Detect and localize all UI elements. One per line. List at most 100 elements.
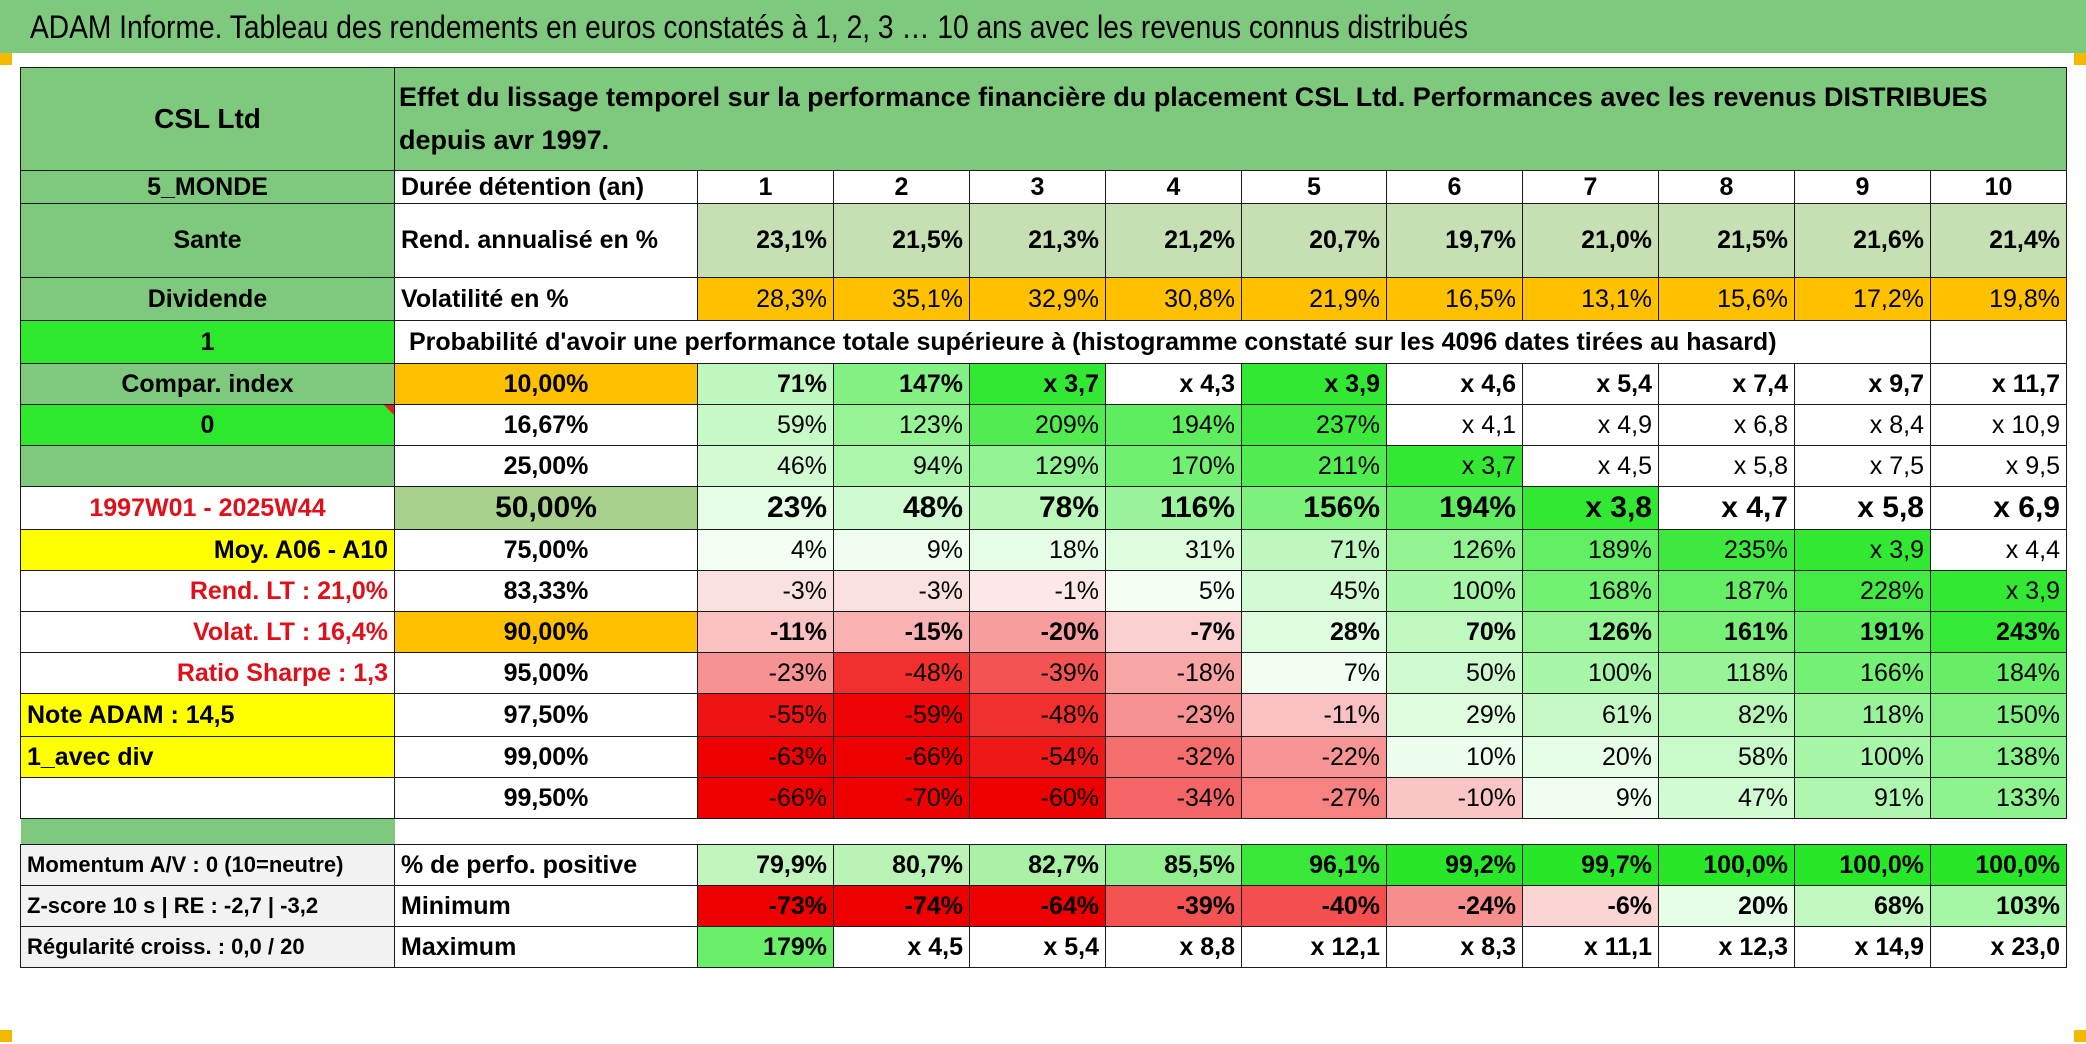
max-cell: x 8,3 — [1386, 926, 1523, 968]
quantile-cell: 94% — [833, 445, 970, 487]
table-row: Z-score 10 s | RE : -2,7 | -3,2 Minimum -7… — [20, 885, 2067, 927]
spacer-green — [20, 818, 395, 845]
rend-cell: 21,2% — [1105, 203, 1242, 278]
quantile-cell: x 4,1 — [1386, 404, 1523, 446]
quantile-cell: 100% — [1522, 652, 1659, 694]
quantile-cell: 7% — [1241, 652, 1387, 694]
quantile-cell: 9% — [1522, 777, 1659, 819]
z-score: Z-score 10 s | RE : -2,7 | -3,2 — [20, 885, 395, 927]
quantile-cell: x 9,5 — [1930, 445, 2067, 487]
quantile-cell: x 4,3 — [1105, 363, 1242, 405]
vol-cell: 35,1% — [833, 277, 970, 321]
table-row: CSL Ltd Effet du lissage temporel sur la … — [20, 67, 2067, 171]
vol-cell: 16,5% — [1386, 277, 1523, 321]
blank-cell — [1794, 320, 1931, 364]
min-cell: -73% — [697, 885, 834, 927]
quantile-cell: 71% — [697, 363, 834, 405]
quantile-cell: x 9,7 — [1794, 363, 1931, 405]
rend-cell: 19,7% — [1386, 203, 1523, 278]
label-duree: Durée détention (an) — [394, 170, 698, 204]
table-row: 25,00% 46% 94% 129% 170% 211% x 3,7 x 4,5 x 5,8 x… — [20, 445, 2067, 487]
quantile-cell: x 10,9 — [1930, 404, 2067, 446]
quantile-cell: -3% — [833, 570, 970, 612]
blank-cell — [20, 777, 395, 819]
quantile-cell: -32% — [1105, 736, 1242, 778]
quantile-cell: 70% — [1386, 611, 1523, 653]
quantile-cell: x 6,9 — [1930, 486, 2067, 530]
quantile-cell: -66% — [697, 777, 834, 819]
quantile-cell: 82% — [1658, 693, 1795, 737]
rend-cell: 21,4% — [1930, 203, 2067, 278]
quantile-cell: x 4,5 — [1522, 445, 1659, 487]
flag-1: 1 — [20, 320, 395, 364]
ratio-sharpe: Ratio Sharpe : 1,3 — [20, 652, 395, 694]
quantile-label: 75,00% — [394, 529, 698, 571]
quantile-cell: 166% — [1794, 652, 1931, 694]
title-bar — [0, 0, 2086, 53]
min-cell: 20% — [1658, 885, 1795, 927]
quantile-label: 99,00% — [394, 736, 698, 778]
dividend-type: Dividende — [20, 277, 395, 321]
frame-corner-bl — [0, 1030, 12, 1042]
quantile-cell: x 3,7 — [969, 363, 1106, 405]
quantile-label: 25,00% — [394, 445, 698, 487]
pos-cell: 80,7% — [833, 844, 970, 886]
pos-cell: 99,2% — [1386, 844, 1523, 886]
quantile-cell: 4% — [697, 529, 834, 571]
blank-cell — [1930, 320, 2067, 364]
note-adam: Note ADAM : 14,5 — [20, 693, 395, 737]
quantile-cell: 184% — [1930, 652, 2067, 694]
quantile-cell: -55% — [697, 693, 834, 737]
compar-index: Compar. index — [20, 363, 395, 405]
quantile-cell: -27% — [1241, 777, 1387, 819]
quantile-cell: 209% — [969, 404, 1106, 446]
quantile-label: 97,50% — [394, 693, 698, 737]
spacer-blank — [395, 819, 2067, 845]
quantile-cell: 118% — [1658, 652, 1795, 694]
rend-cell: 21,5% — [833, 203, 970, 278]
quantile-cell: 10% — [1386, 736, 1523, 778]
quantile-cell: 28% — [1241, 611, 1387, 653]
quantile-cell: -15% — [833, 611, 970, 653]
quantile-cell: 156% — [1241, 486, 1387, 530]
quantile-cell: -1% — [969, 570, 1106, 612]
max-cell: 179% — [697, 926, 834, 968]
frame-corner-br — [2074, 1030, 2086, 1042]
quantile-cell: -22% — [1241, 736, 1387, 778]
quantile-cell: 59% — [697, 404, 834, 446]
label-proba: Probabilité d'avoir une performance tota… — [394, 320, 1795, 364]
quantile-cell: -20% — [969, 611, 1106, 653]
rend-cell: 21,3% — [969, 203, 1106, 278]
quantile-cell: -39% — [969, 652, 1106, 694]
quantile-cell: x 5,8 — [1794, 486, 1931, 530]
frame-corner-tl — [0, 53, 12, 65]
quantile-cell: 48% — [833, 486, 970, 530]
quantile-cell: 71% — [1241, 529, 1387, 571]
quantile-label: 99,50% — [394, 777, 698, 819]
min-cell: -74% — [833, 885, 970, 927]
quantile-cell: -70% — [833, 777, 970, 819]
vol-cell: 17,2% — [1794, 277, 1931, 321]
quantile-cell: 23% — [697, 486, 834, 530]
quantile-cell: x 3,8 — [1522, 486, 1659, 530]
div-mode: 1_avec div — [20, 736, 395, 778]
year-header: 3 — [969, 170, 1106, 204]
quantile-label: 16,67% — [394, 404, 698, 446]
quantile-cell: -11% — [1241, 693, 1387, 737]
quantile-cell: 191% — [1794, 611, 1931, 653]
quantile-cell: 237% — [1241, 404, 1387, 446]
quantile-cell: 20% — [1522, 736, 1659, 778]
regularite: Régularité croiss. : 0,0 / 20 — [20, 926, 395, 968]
quantile-cell: 235% — [1658, 529, 1795, 571]
year-header: 4 — [1105, 170, 1242, 204]
rend-cell: 21,6% — [1794, 203, 1931, 278]
quantile-cell: -23% — [1105, 693, 1242, 737]
quantile-cell: -60% — [969, 777, 1106, 819]
pos-cell: 100,0% — [1794, 844, 1931, 886]
asset-name: CSL Ltd — [20, 67, 395, 171]
quantile-cell: 161% — [1658, 611, 1795, 653]
quantile-cell: 170% — [1105, 445, 1242, 487]
quantile-cell: 45% — [1241, 570, 1387, 612]
quantile-cell: -63% — [697, 736, 834, 778]
pos-cell: 85,5% — [1105, 844, 1242, 886]
